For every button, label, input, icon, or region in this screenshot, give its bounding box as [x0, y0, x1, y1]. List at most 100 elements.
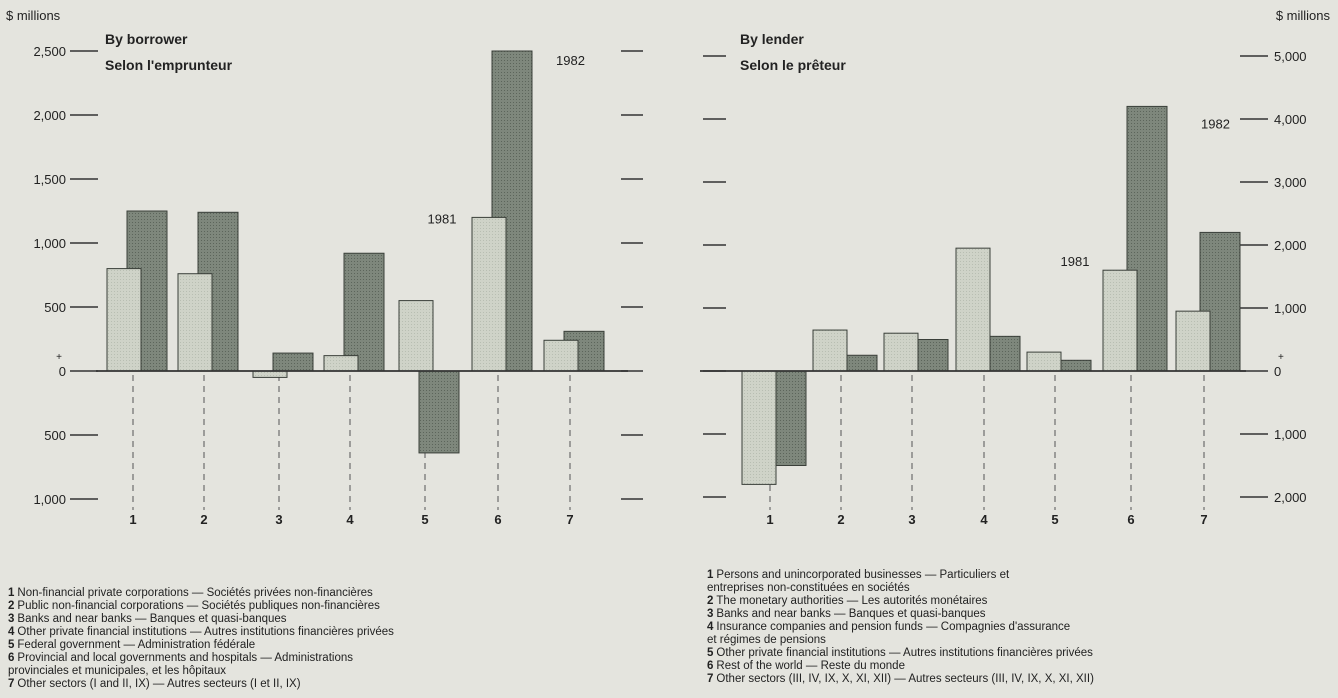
- legend-item-text: The monetary authorities — Les autorités…: [716, 595, 988, 607]
- borrower-category-label: 6: [494, 512, 501, 527]
- borrower-bar-1982: [418, 370, 460, 454]
- legend-item-number: 4: [8, 626, 15, 638]
- lender-category-label: 2: [837, 512, 844, 527]
- legend-item-number: 1: [8, 587, 15, 599]
- lender-bar-1981: [1175, 310, 1211, 372]
- legend-item: 3 Banks and near banks — Banques et quasi…: [8, 613, 648, 626]
- lender-bar-1981: [1102, 269, 1138, 372]
- lender-chart-subtitle: Selon le prêteur: [740, 57, 846, 73]
- legend-item-text: Persons and unincorporated businesses — …: [716, 569, 1010, 581]
- legend-item-text: et régimes de pensions: [707, 634, 826, 646]
- legend-by-borrower: 1 Non-financial private corporations — So…: [8, 587, 648, 691]
- borrower-y-tick-label: 500: [44, 300, 66, 315]
- lender-y-tick-label: 2,000: [1274, 238, 1307, 253]
- lender-bar-1981: [812, 329, 848, 372]
- lender-bar-1981: [741, 370, 777, 485]
- lender-bar-1981: [883, 332, 919, 372]
- lender-y-sign-marker: +: [1278, 352, 1284, 363]
- borrower-bar-1982: [343, 252, 385, 372]
- borrower-category-label: 1: [129, 512, 136, 527]
- legend-item: 3 Banks and near banks — Banques et quasi…: [707, 608, 1337, 621]
- borrower-category-label: 3: [275, 512, 282, 527]
- legend-item-number: 6: [8, 652, 15, 664]
- legend-item: 4 Insurance companies and pension funds —…: [707, 621, 1337, 647]
- lender-y-tick-label: 5,000: [1274, 49, 1307, 64]
- borrower-bar-1981: [323, 355, 359, 372]
- borrower-y-tick-label: 2,500: [33, 44, 66, 59]
- legend-item: 5 Other private financial institutions — …: [707, 647, 1337, 660]
- borrower-y-tick-label: 0: [59, 364, 66, 379]
- legend-item-text: Other sectors (I and II, IX) — Autres se…: [17, 678, 301, 690]
- legend-item-text: Banks and near banks — Banques et quasi-…: [17, 613, 287, 625]
- lender-category-label: 4: [980, 512, 988, 527]
- legend-item-number: 7: [8, 678, 15, 690]
- borrower-bar-1981: [398, 300, 434, 372]
- legend-item-number: 3: [8, 613, 15, 625]
- legend-item-number: 5: [8, 639, 15, 651]
- borrower-bar-1981: [177, 273, 213, 372]
- legend-item-text: Rest of the world — Reste du monde: [716, 660, 905, 672]
- legend-item: 5 Federal government — Administration féd…: [8, 639, 648, 652]
- borrower-y-tick-label: 1,000: [33, 236, 66, 251]
- lender-y-tick-label: 1,000: [1274, 427, 1307, 442]
- lender-category-label: 5: [1051, 512, 1058, 527]
- legend-item: 2 The monetary authorities — Les autorité…: [707, 595, 1337, 608]
- legend-item-number: 4: [707, 621, 714, 633]
- legend-item-text: entreprises non-constituées en sociétés: [707, 582, 910, 594]
- legend-item: 6 Provincial and local governments and ho…: [8, 652, 648, 678]
- borrower-chart-title: By borrower: [105, 31, 188, 47]
- legend-item-text: Federal government — Administration fédé…: [17, 639, 256, 651]
- legend-item: 1 Persons and unincorporated businesses —…: [707, 569, 1337, 595]
- legend-item-text: Insurance companies and pension funds — …: [716, 621, 1071, 633]
- lender-category-label: 7: [1200, 512, 1207, 527]
- legend-item-text: Public non-financial corporations — Soci…: [17, 600, 380, 612]
- borrower-y-tick-label: 2,000: [33, 108, 66, 123]
- borrower-y-tick-label: 500: [44, 428, 66, 443]
- borrower-y-tick-label: 1,500: [33, 172, 66, 187]
- borrower-bar-1981: [543, 339, 579, 372]
- lender-category-label: 3: [908, 512, 915, 527]
- legend-item-text: Other private financial institutions — A…: [716, 647, 1093, 659]
- lender-y-tick-label: 3,000: [1274, 175, 1307, 190]
- borrower-bar-1982: [272, 352, 314, 372]
- legend-item: 1 Non-financial private corporations — So…: [8, 587, 648, 600]
- borrower-y-tick-label: 1,000: [33, 492, 66, 507]
- legend-item-number: 6: [707, 660, 714, 672]
- lender-category-label: 6: [1127, 512, 1134, 527]
- legend-item-text: Other private financial institutions — A…: [17, 626, 394, 638]
- legend-item-text: Provincial and local governments and hos…: [17, 652, 353, 664]
- legend-item-text: Non-financial private corporations — Soc…: [17, 587, 373, 599]
- borrower-category-label: 2: [200, 512, 207, 527]
- borrower-bar-1981: [106, 268, 142, 372]
- lender-annotation-1981: 1981: [1061, 254, 1090, 269]
- legend-item-number: 3: [707, 608, 714, 620]
- legend-by-lender: 1 Persons and unincorporated businesses —…: [707, 569, 1337, 686]
- borrower-annotation-1981: 1981: [428, 211, 457, 226]
- lender-bar-1981: [955, 247, 991, 372]
- legend-item: 7 Other sectors (I and II, IX) — Autres s…: [8, 678, 648, 691]
- legend-item-number: 2: [707, 595, 714, 607]
- legend-item: 4 Other private financial institutions — …: [8, 626, 648, 639]
- borrower-category-label: 4: [346, 512, 354, 527]
- lender-y-tick-label: 2,000: [1274, 490, 1307, 505]
- legend-item: 6 Rest of the world — Reste du monde: [707, 660, 1337, 673]
- legend-item-text: Banks and near banks — Banques et quasi-…: [716, 608, 986, 620]
- legend-item-text: Other sectors (III, IV, IX, X, XI, XII) …: [716, 673, 1094, 685]
- borrower-category-label: 7: [566, 512, 573, 527]
- borrower-bar-1981: [471, 216, 507, 372]
- borrower-annotation-1982: 1982: [556, 53, 585, 68]
- lender-annotation-1982: 1982: [1201, 116, 1230, 131]
- lender-chart-title: By lender: [740, 31, 804, 47]
- borrower-y-sign-marker: +: [56, 352, 62, 363]
- borrower-category-label: 5: [421, 512, 428, 527]
- legend-item-text: provinciales et municipales, et les hôpi…: [8, 665, 226, 677]
- legend-item-number: 7: [707, 673, 714, 685]
- borrower-y-axis-label: $ millions: [6, 8, 61, 23]
- lender-y-tick-label: 1,000: [1274, 301, 1307, 316]
- legend-item-number: 5: [707, 647, 714, 659]
- lender-y-axis-label: $ millions: [1276, 8, 1331, 23]
- lender-y-tick-label: 0: [1274, 364, 1281, 379]
- borrower-bar-1981: [252, 370, 288, 378]
- borrower-chart-subtitle: Selon l'emprunteur: [105, 57, 233, 73]
